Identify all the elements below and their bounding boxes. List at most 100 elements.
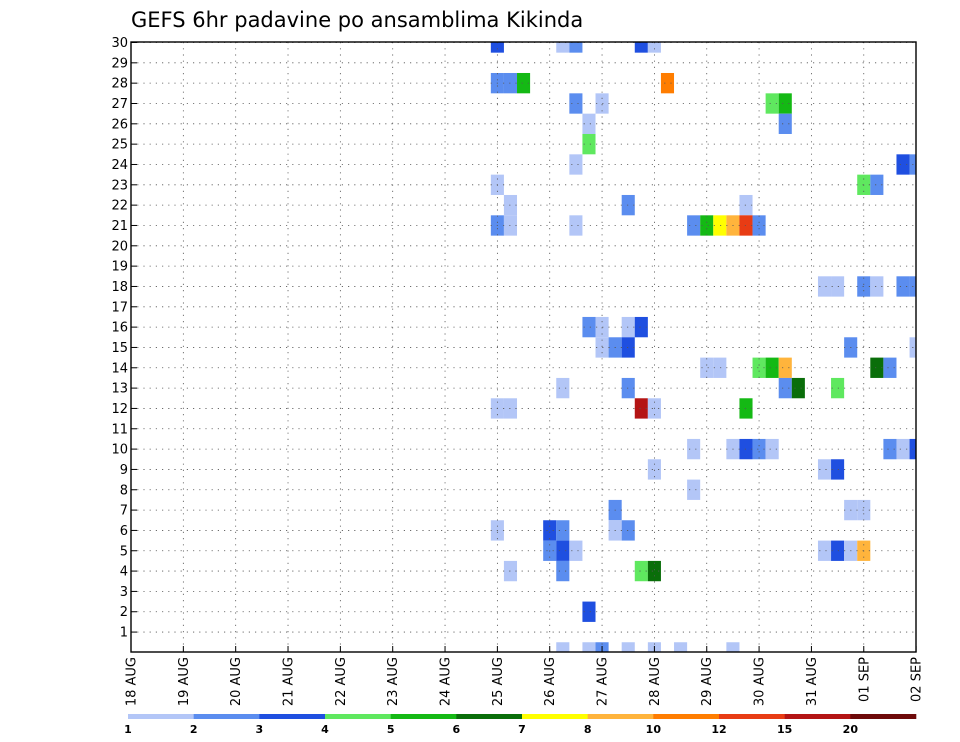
colorbar-swatch: [784, 714, 851, 719]
colorbar-swatch: [390, 714, 457, 719]
colorbar-label: 12: [711, 723, 726, 736]
y-tick-label: 15: [111, 341, 128, 356]
heatmap-cell: [752, 438, 766, 460]
heatmap-cell: [817, 540, 832, 561]
heatmap-cell: [569, 42, 583, 53]
heatmap-cell: [791, 377, 805, 399]
heatmap-cell: [569, 93, 583, 114]
plot-frame: [130, 41, 917, 653]
x-tick-label: 28 AUG: [648, 657, 663, 706]
heatmap-cell: [765, 357, 779, 378]
y-tick-label: 25: [111, 138, 128, 153]
heatmap-cell: [765, 438, 779, 460]
colorbar-swatch: [522, 714, 588, 719]
y-tick-label: 17: [111, 300, 128, 315]
y-tick-label: 24: [111, 158, 128, 173]
heatmap-cell: [569, 215, 583, 236]
colorbar-legend: 1 2 3 4 5 6 7 8 10 12 15 20: [124, 714, 917, 736]
y-tick-label: 30: [111, 36, 128, 51]
y-tick-label: 9: [120, 463, 128, 478]
heatmap-cell: [778, 93, 792, 114]
heatmap-cell: [634, 316, 648, 338]
colorbar-label: 2: [190, 723, 198, 736]
x-tick-label: 01 SEP: [857, 657, 872, 702]
colorbar-swatch: [653, 714, 720, 719]
colorbar-swatch: [850, 714, 917, 719]
colorbar-swatch: [128, 714, 194, 719]
heatmap-cell: [660, 72, 675, 94]
heatmap-cell: [556, 377, 570, 399]
y-tick-label: 26: [111, 117, 128, 132]
heatmap-cell: [634, 560, 648, 582]
heatmap-cells: [490, 42, 916, 652]
heatmap-cell: [490, 42, 504, 53]
x-tick-label: 31 AUG: [805, 657, 820, 706]
x-tick-label: 19 AUG: [177, 657, 192, 706]
x-tick-label: 24 AUG: [439, 657, 454, 706]
heatmap-cell: [569, 540, 583, 561]
x-tick-label: 25 AUG: [491, 657, 506, 706]
heatmap-cell: [595, 337, 609, 358]
heatmap-cell: [700, 357, 714, 378]
heatmap-cell: [556, 642, 570, 652]
y-tick-label: 20: [111, 239, 128, 254]
heatmap-cell: [870, 357, 884, 378]
heatmap-cell: [870, 174, 884, 195]
heatmap-cell: [870, 276, 884, 297]
colorbar-swatch: [259, 714, 326, 719]
heatmap-cell: [817, 276, 832, 297]
heatmap-cell: [896, 438, 910, 460]
heatmap-cell: [817, 459, 832, 480]
x-tick-label: 20 AUG: [229, 657, 244, 706]
heatmap-cell: [569, 154, 583, 175]
x-tick-label: 21 AUG: [282, 657, 297, 706]
heatmap-cell: [634, 398, 648, 419]
heatmap-cell: [503, 560, 518, 582]
heatmap-cell: [831, 276, 845, 297]
heatmap-cell: [556, 42, 570, 53]
heatmap-cell: [831, 540, 845, 561]
heatmap-cell: [582, 601, 596, 622]
colorbar-swatch: [193, 714, 260, 719]
heatmap-cell: [647, 42, 661, 53]
heatmap-cell: [621, 337, 635, 358]
chart-title: GEFS 6hr padavine po ansamblima Kikinda: [131, 8, 583, 32]
y-tick-label: 1: [120, 626, 128, 641]
heatmap-cell: [503, 72, 518, 94]
y-tick-label: 6: [120, 524, 128, 539]
heatmap-cell: [896, 154, 910, 175]
colorbar-label: 1: [124, 723, 132, 736]
colorbar-label: 3: [256, 723, 264, 736]
heatmap-cell: [778, 377, 792, 399]
heatmap-cell: [896, 276, 910, 297]
y-tick-label: 7: [120, 504, 128, 519]
colorbar-label: 4: [321, 723, 329, 736]
heatmap-cell: [582, 133, 596, 155]
heatmap-cell: [582, 316, 596, 338]
heatmap-cell: [503, 194, 518, 216]
y-tick-label: 19: [111, 260, 128, 275]
heatmap-cell: [647, 560, 661, 582]
y-tick-label: 12: [111, 402, 128, 417]
y-tick-label: 27: [111, 97, 128, 112]
x-tick-label: 22 AUG: [334, 657, 349, 706]
x-tick-label: 26 AUG: [543, 657, 558, 706]
x-tick-label: 30 AUG: [753, 657, 768, 706]
y-tick-label: 18: [111, 280, 128, 295]
y-tick-label: 28: [111, 77, 128, 92]
heatmap-cell: [831, 459, 845, 480]
colorbar-label: 5: [387, 723, 395, 736]
heatmap-cell: [582, 642, 596, 652]
grid-lines: [131, 42, 916, 652]
heatmap-cell: [687, 215, 701, 236]
heatmap-cell: [647, 459, 661, 480]
heatmap-cell: [713, 357, 727, 378]
heatmap-cell: [503, 215, 518, 236]
x-axis-ticks: 18 AUG 19 AUG 20 AUG 21 AUG 22 AUG 23 AUG 24 A…: [125, 646, 925, 706]
heatmap-cell: [883, 438, 897, 460]
x-tick-label: 27 AUG: [596, 657, 611, 706]
heatmap-cell: [621, 642, 635, 652]
heatmap-cell: [674, 642, 688, 652]
colorbar-swatch: [587, 714, 654, 719]
heatmap-cell: [687, 479, 701, 500]
